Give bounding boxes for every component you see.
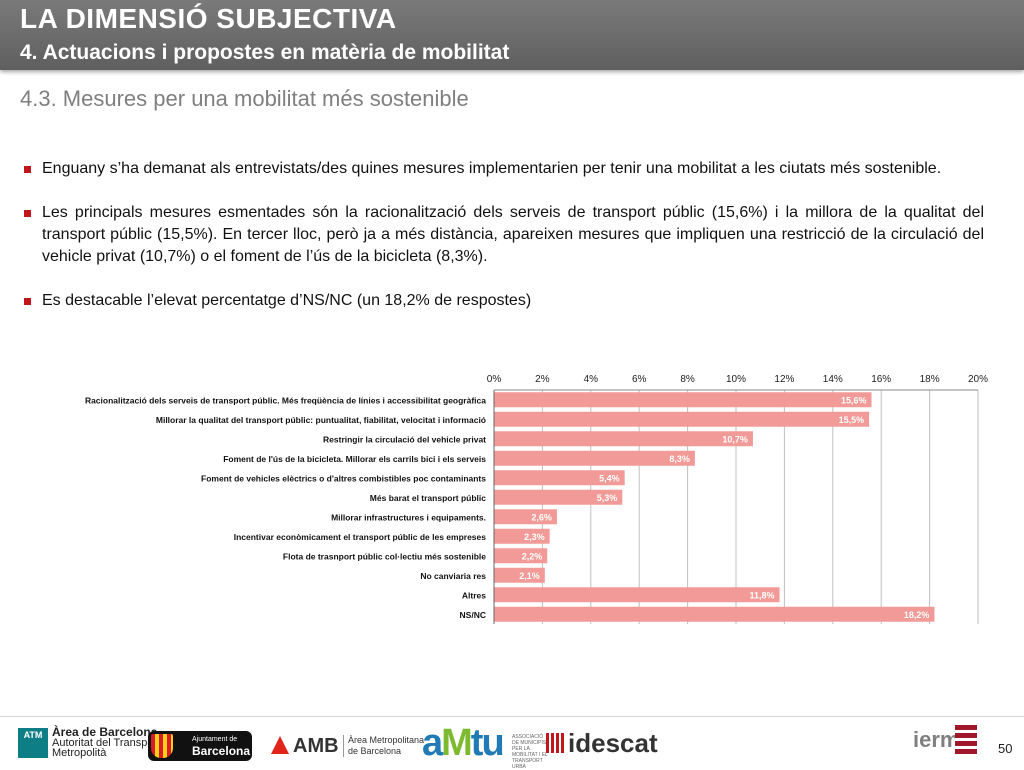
x-tick-label: 18% bbox=[920, 374, 940, 385]
bar bbox=[494, 509, 557, 525]
category-label: Millorar infrastructures i equipaments. bbox=[331, 512, 486, 522]
iermb-mark-icon bbox=[955, 724, 977, 754]
bullet-item: Les principals mesures esmentades són la… bbox=[24, 202, 984, 268]
bar-chart: 0% 2% 4% 6% 8% 10% 12% 14% 16% 18% 20% 15,6% Raciona… bbox=[85, 374, 988, 624]
amb-triangle-icon bbox=[271, 736, 289, 754]
atm-line2: Autoritat del Transport bbox=[52, 737, 161, 749]
amb-logo: AMB bbox=[293, 735, 339, 757]
x-tick-label: 12% bbox=[774, 374, 794, 385]
atm-logo: ATM bbox=[18, 728, 48, 758]
section-title: 4.3. Mesures per una mobilitat més soste… bbox=[20, 86, 469, 111]
category-label: Altres bbox=[462, 590, 486, 600]
data-label: 8,3% bbox=[669, 454, 690, 464]
bar bbox=[494, 548, 548, 564]
x-tick-label: 10% bbox=[726, 374, 746, 385]
bar bbox=[494, 411, 870, 427]
amtu-logo: aMtu bbox=[422, 722, 505, 765]
x-tick-label: 0% bbox=[487, 374, 502, 385]
category-label: Més barat el transport públic bbox=[370, 493, 486, 503]
category-label: No canviaria res bbox=[420, 571, 486, 581]
amb-line1: Àrea Metropolitana bbox=[348, 735, 425, 745]
slide-header: LA DIMENSIÓ SUBJECTIVA 4. Actuacions i p… bbox=[0, 0, 1024, 70]
data-label: 2,6% bbox=[531, 512, 552, 522]
barcelona-shield-icon bbox=[151, 734, 173, 758]
x-tick-label: 20% bbox=[968, 374, 988, 385]
bar bbox=[494, 567, 545, 583]
bullet-item: Es destacable l’elevat percentatge d’NS/… bbox=[24, 290, 984, 312]
atm-logo-text: Àrea de Barcelona Autoritat del Transpor… bbox=[52, 725, 161, 759]
data-label: 10,7% bbox=[722, 434, 748, 444]
slide-title: LA DIMENSIÓ SUBJECTIVA bbox=[20, 3, 397, 34]
footer-divider bbox=[0, 716, 1024, 717]
atm-line1: Àrea de Barcelona bbox=[52, 725, 158, 739]
data-label: 5,3% bbox=[597, 493, 618, 503]
data-label: 2,3% bbox=[524, 532, 545, 542]
data-label: 2,1% bbox=[519, 571, 540, 581]
category-label: Flota de trasnport públic col·lectiu més… bbox=[283, 551, 486, 561]
category-label: Restringir la circulació del vehicle pri… bbox=[323, 434, 486, 444]
x-tick-label: 2% bbox=[535, 374, 550, 385]
barcelona-line1: Ajuntament de bbox=[192, 736, 238, 743]
category-label: NS/NC bbox=[460, 610, 486, 620]
amtu-logo-text: ASSOCIACIÓ DE MUNICIPIS PER LA MOBILITAT… bbox=[512, 734, 548, 770]
data-label: 15,6% bbox=[841, 395, 867, 405]
barcelona-line2: Barcelona bbox=[192, 744, 251, 758]
category-label: Foment de vehicles elèctrics o d'altres … bbox=[201, 473, 486, 483]
atm-line3: Metropolità bbox=[52, 747, 107, 759]
category-label: Racionalització dels serveis de transpor… bbox=[85, 395, 486, 405]
category-label: Foment de l'ús de la bicicleta. Millorar… bbox=[223, 454, 486, 464]
bar bbox=[494, 587, 780, 603]
page-number: 50 bbox=[998, 741, 1013, 756]
x-tick-label: 14% bbox=[823, 374, 843, 385]
bar bbox=[494, 392, 872, 408]
data-label: 15,5% bbox=[839, 415, 865, 425]
iermb-logo: ierm bbox=[913, 727, 960, 752]
idescat-logo: idescat bbox=[568, 728, 658, 758]
x-tick-label: 6% bbox=[632, 374, 647, 385]
bullet-item: Enguany s’ha demanat als entrevistats/de… bbox=[24, 158, 984, 180]
bar bbox=[494, 470, 625, 486]
x-tick-label: 8% bbox=[680, 374, 695, 385]
data-label: 18,2% bbox=[904, 610, 930, 620]
bar bbox=[494, 528, 550, 544]
amb-logo-text: Àrea Metropolitana de Barcelona bbox=[343, 735, 424, 757]
bar bbox=[494, 431, 753, 447]
bar bbox=[494, 450, 695, 466]
amtu-a: a bbox=[422, 722, 443, 764]
x-tick-label: 4% bbox=[584, 374, 599, 385]
bullet-list: Enguany s’ha demanat als entrevistats/de… bbox=[24, 158, 984, 334]
amtu-m: M bbox=[441, 722, 473, 764]
data-label: 2,2% bbox=[522, 551, 543, 561]
idescat-mark-icon bbox=[546, 733, 564, 753]
amtu-tu: tu bbox=[470, 722, 505, 764]
x-tick-label: 16% bbox=[871, 374, 891, 385]
data-label: 11,8% bbox=[750, 590, 775, 600]
atm-badge: ATM bbox=[23, 730, 43, 740]
category-label: Millorar la qualitat del transport públi… bbox=[156, 415, 486, 425]
bar bbox=[494, 606, 935, 622]
data-label: 5,4% bbox=[599, 473, 620, 483]
slide-subtitle: 4. Actuacions i propostes en matèria de … bbox=[20, 41, 510, 64]
bar bbox=[494, 489, 623, 505]
category-label: Incentivar econòmicament el transport pú… bbox=[234, 532, 487, 542]
barcelona-logo: Ajuntament de Barcelona bbox=[148, 731, 252, 761]
amb-line2: de Barcelona bbox=[348, 746, 402, 756]
